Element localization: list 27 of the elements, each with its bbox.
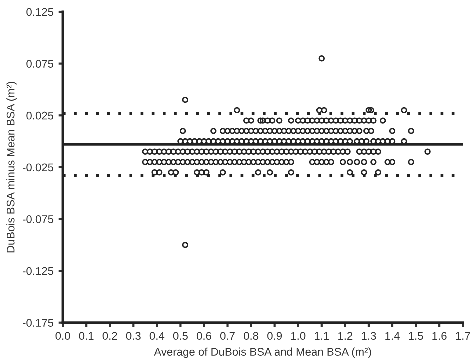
x-tick-label: 1.2 (338, 332, 353, 340)
x-tick-label: 1.0 (291, 332, 306, 340)
x-tick-label: 1.4 (386, 332, 400, 340)
x-tick-label: 1.1 (315, 332, 330, 340)
y-tick-label: 0.125 (26, 8, 54, 16)
x-axis-title: Average of DuBois BSA and Mean BSA (m²) (154, 348, 372, 358)
x-tick-label: 0.8 (244, 332, 259, 340)
x-tick-label: 0.9 (268, 332, 282, 340)
x-tick-label: 1.7 (456, 332, 470, 340)
y-axis-title: DuBois BSA minus Mean BSA (m²) (6, 82, 17, 253)
x-tick-label: 0.0 (56, 332, 70, 340)
x-tick-label: 0.5 (173, 332, 188, 340)
x-tick-label: 0.6 (196, 332, 212, 340)
x-tick-label: 1.6 (432, 332, 447, 340)
y-tick-label: -0.125 (23, 267, 54, 276)
y-tick-label: -0.175 (23, 319, 54, 328)
y-tick-label: -0.025 (23, 164, 54, 172)
x-tick-label: 0.1 (79, 332, 94, 340)
x-tick-label: 1.3 (362, 332, 376, 340)
x-tick-label: 0.3 (126, 332, 141, 340)
x-tick-label: 0.7 (220, 332, 235, 340)
y-tick-label: -0.075 (23, 216, 54, 224)
y-tick-label: 0.075 (26, 60, 54, 68)
y-tick-label: 0.025 (26, 112, 54, 120)
x-tick-label: 1.5 (409, 332, 424, 340)
x-tick-label: 0.2 (102, 332, 118, 340)
x-tick-label: 0.4 (150, 332, 165, 340)
